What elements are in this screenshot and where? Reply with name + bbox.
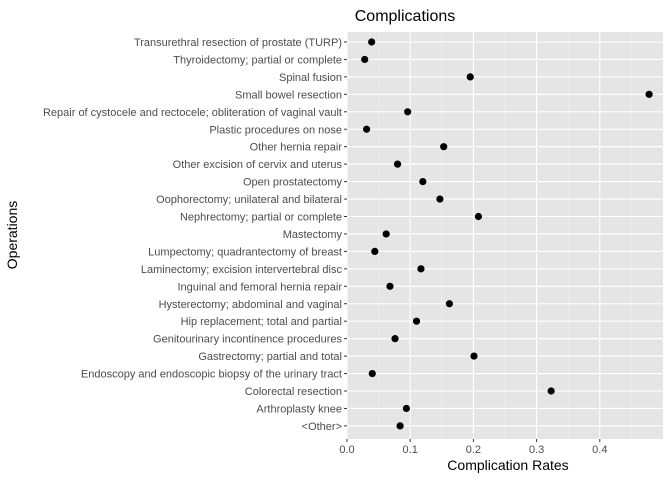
y-tick-label: Small bowel resection [235, 89, 342, 101]
data-point [402, 404, 411, 413]
y-tick-label: Genitourinary incontinence procedures [153, 334, 342, 346]
data-point [440, 143, 448, 151]
grid-lines [346, 32, 663, 439]
data-point [419, 178, 427, 186]
y-tick-label: Inguinal and femoral hernia repair [178, 281, 343, 293]
x-tick-label: 0.4 [592, 444, 607, 456]
x-tick-label: 0.0 [339, 444, 354, 456]
data-point [474, 212, 483, 221]
data-point [404, 108, 412, 116]
y-tick-label: Transurethral resection of prostate (TUR… [134, 37, 342, 49]
data-point [466, 73, 474, 81]
x-tick-label: 0.2 [466, 444, 481, 456]
y-tick-label: Lumpectomy; quadrantectomy of breast [148, 246, 342, 258]
data-point [382, 230, 390, 238]
y-tick-label: Thyroidectomy; partial or complete [173, 54, 342, 66]
data-point [470, 352, 478, 360]
y-tick-label: Other hernia repair [250, 142, 343, 154]
y-tick-label: Oophorectomy; unilateral and bilateral [156, 194, 342, 206]
data-point [362, 125, 371, 133]
y-tick-label: Mastectomy [283, 229, 343, 241]
data-point [371, 247, 379, 255]
y-tick-label: Plastic procedures on nose [209, 124, 342, 136]
data-point [393, 160, 402, 168]
data-point [386, 282, 394, 290]
data-point [412, 317, 421, 325]
y-tick-label: Gastrectomy; partial and total [198, 351, 342, 363]
x-axis: 0.0 0.1 0.2 0.3 0.4 [339, 439, 607, 456]
data-point [368, 369, 376, 378]
data-point [436, 195, 444, 203]
y-tick-label: Colorectal resection [245, 386, 342, 398]
y-tick-label: Laminectomy; excision intervertebral dis… [141, 264, 343, 276]
chart-title: Complications [355, 8, 455, 25]
y-tick-label: Open prostatectomy [243, 177, 343, 189]
data-point [391, 335, 399, 343]
data-point [417, 265, 425, 273]
data-point [368, 38, 376, 46]
x-tick-label: 0.3 [529, 444, 544, 456]
data-point [445, 300, 453, 308]
x-axis-title: Complication Rates [447, 457, 568, 473]
y-tick-label: <Other> [302, 421, 342, 433]
y-axis-title: Operations [4, 201, 20, 269]
x-tick-label: 0.1 [403, 444, 418, 456]
y-tick-label: Hip replacement; total and partial [181, 316, 342, 328]
data-points [361, 38, 653, 430]
y-tick-label: Hysterectomy; abdominal and vaginal [159, 299, 342, 311]
y-tick-label: Endoscopy and endoscopic biopsy of the u… [81, 369, 342, 381]
data-point [361, 55, 369, 64]
data-point [645, 90, 653, 98]
y-tick-label: Repair of cystocele and rectocele; oblit… [43, 107, 342, 119]
y-tick-label: Spinal fusion [279, 72, 342, 84]
y-tick-label: Nephrectomy; partial or complete [180, 212, 342, 224]
data-point [547, 387, 555, 395]
data-point [396, 422, 404, 430]
y-tick-label: Arthroplasty knee [256, 403, 342, 415]
y-axis: Transurethral resection of prostate (TUR… [43, 37, 347, 433]
y-tick-label: Other excision of cervix and uterus [173, 159, 343, 171]
